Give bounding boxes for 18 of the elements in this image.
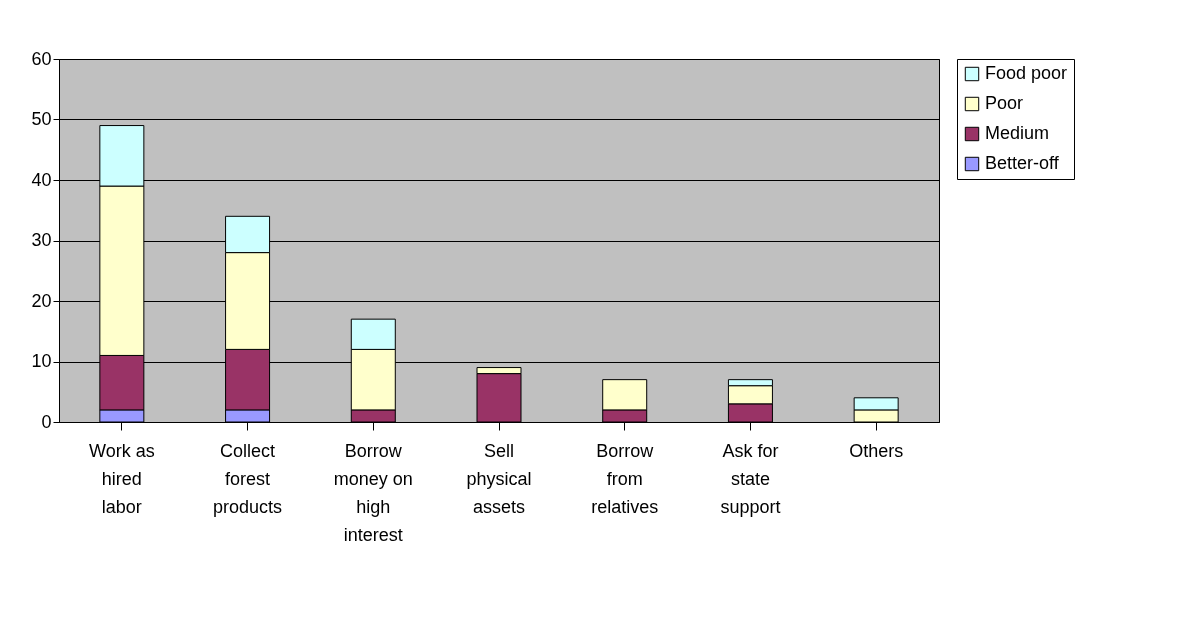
y-tick-label: 10: [31, 351, 52, 371]
y-tick-label: 0: [41, 411, 52, 432]
legend-label: Poor: [985, 93, 1024, 113]
x-tick-label: Borrow from relatives: [591, 440, 659, 517]
legend-label: Medium: [985, 123, 1050, 143]
legend-label: Food poor: [985, 63, 1068, 83]
x-tick-label: Borrow money on high interest: [333, 440, 413, 545]
x-tick-label: Others: [849, 440, 904, 461]
x-tick-label: Collect forest products: [213, 440, 283, 517]
legend-label: Better-off: [985, 153, 1060, 173]
y-tick-label: 40: [31, 169, 52, 190]
y-tick-label: 60: [31, 48, 52, 69]
y-tick-label: 20: [31, 290, 52, 311]
y-tick-label: 30: [31, 230, 52, 250]
x-tick-label: Ask for state support: [720, 440, 781, 517]
y-tick-label: 50: [31, 109, 52, 129]
x-tick-label: Work as hired labor: [89, 440, 155, 517]
x-tick-label: Sell physical assets: [466, 440, 532, 517]
